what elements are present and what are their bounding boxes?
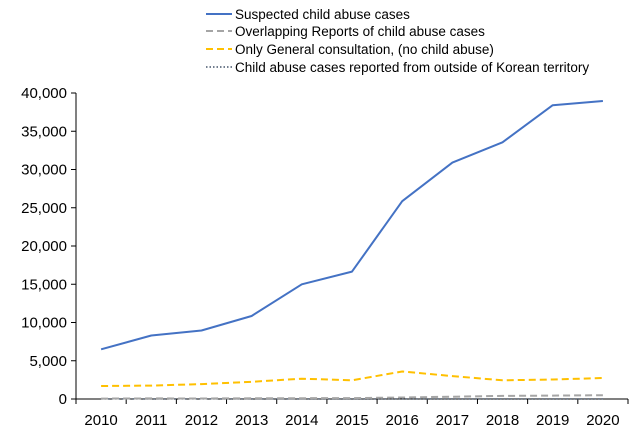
series-line-1 (101, 394, 603, 400)
x-tick-label: 2012 (185, 412, 218, 429)
x-tick-label: 2017 (436, 412, 469, 429)
legend-label-0: Suspected child abuse cases (235, 7, 410, 22)
series-line-0 (100, 100, 603, 351)
x-tick-label: 2013 (235, 412, 268, 429)
y-tick-label: 30,000 (21, 162, 67, 179)
y-tick-label: 20,000 (21, 238, 67, 255)
y-tick-label: 25,000 (21, 200, 67, 217)
legend: Suspected child abuse cases Overlapping R… (206, 7, 589, 75)
x-tick-label: 2018 (486, 412, 519, 429)
x-tick-label: 2015 (335, 412, 368, 429)
y-tick-label: 0 (59, 391, 67, 408)
y-tick-label: 15,000 (21, 276, 67, 293)
series-layer (100, 100, 603, 400)
y-axis: 0 5,000 10,000 15,000 20,000 25,000 30,000 35,0… (21, 85, 77, 408)
series-line-2 (101, 370, 603, 387)
y-tick-label: 5,000 (29, 353, 67, 370)
legend-label-3: Child abuse cases reported from outside … (235, 60, 589, 75)
x-axis: 2010 2011 2012 2013 2014 2015 2016 2017 2018 2019… (75, 398, 629, 429)
legend-label-2: Only General consultation, (no child abu… (235, 42, 494, 57)
x-tick-label: 2020 (586, 412, 619, 429)
x-tick-label: 2010 (84, 412, 117, 429)
x-tick-label: 2011 (135, 412, 167, 429)
legend-label-1: Overlapping Reports of child abuse cases (235, 24, 485, 39)
y-tick-label: 10,000 (21, 315, 67, 332)
y-tick-label: 40,000 (21, 85, 67, 102)
x-tick-label: 2019 (536, 412, 569, 429)
y-tick-label: 35,000 (21, 123, 67, 140)
x-tick-label: 2014 (285, 412, 318, 429)
x-tick-label: 2016 (385, 412, 418, 429)
